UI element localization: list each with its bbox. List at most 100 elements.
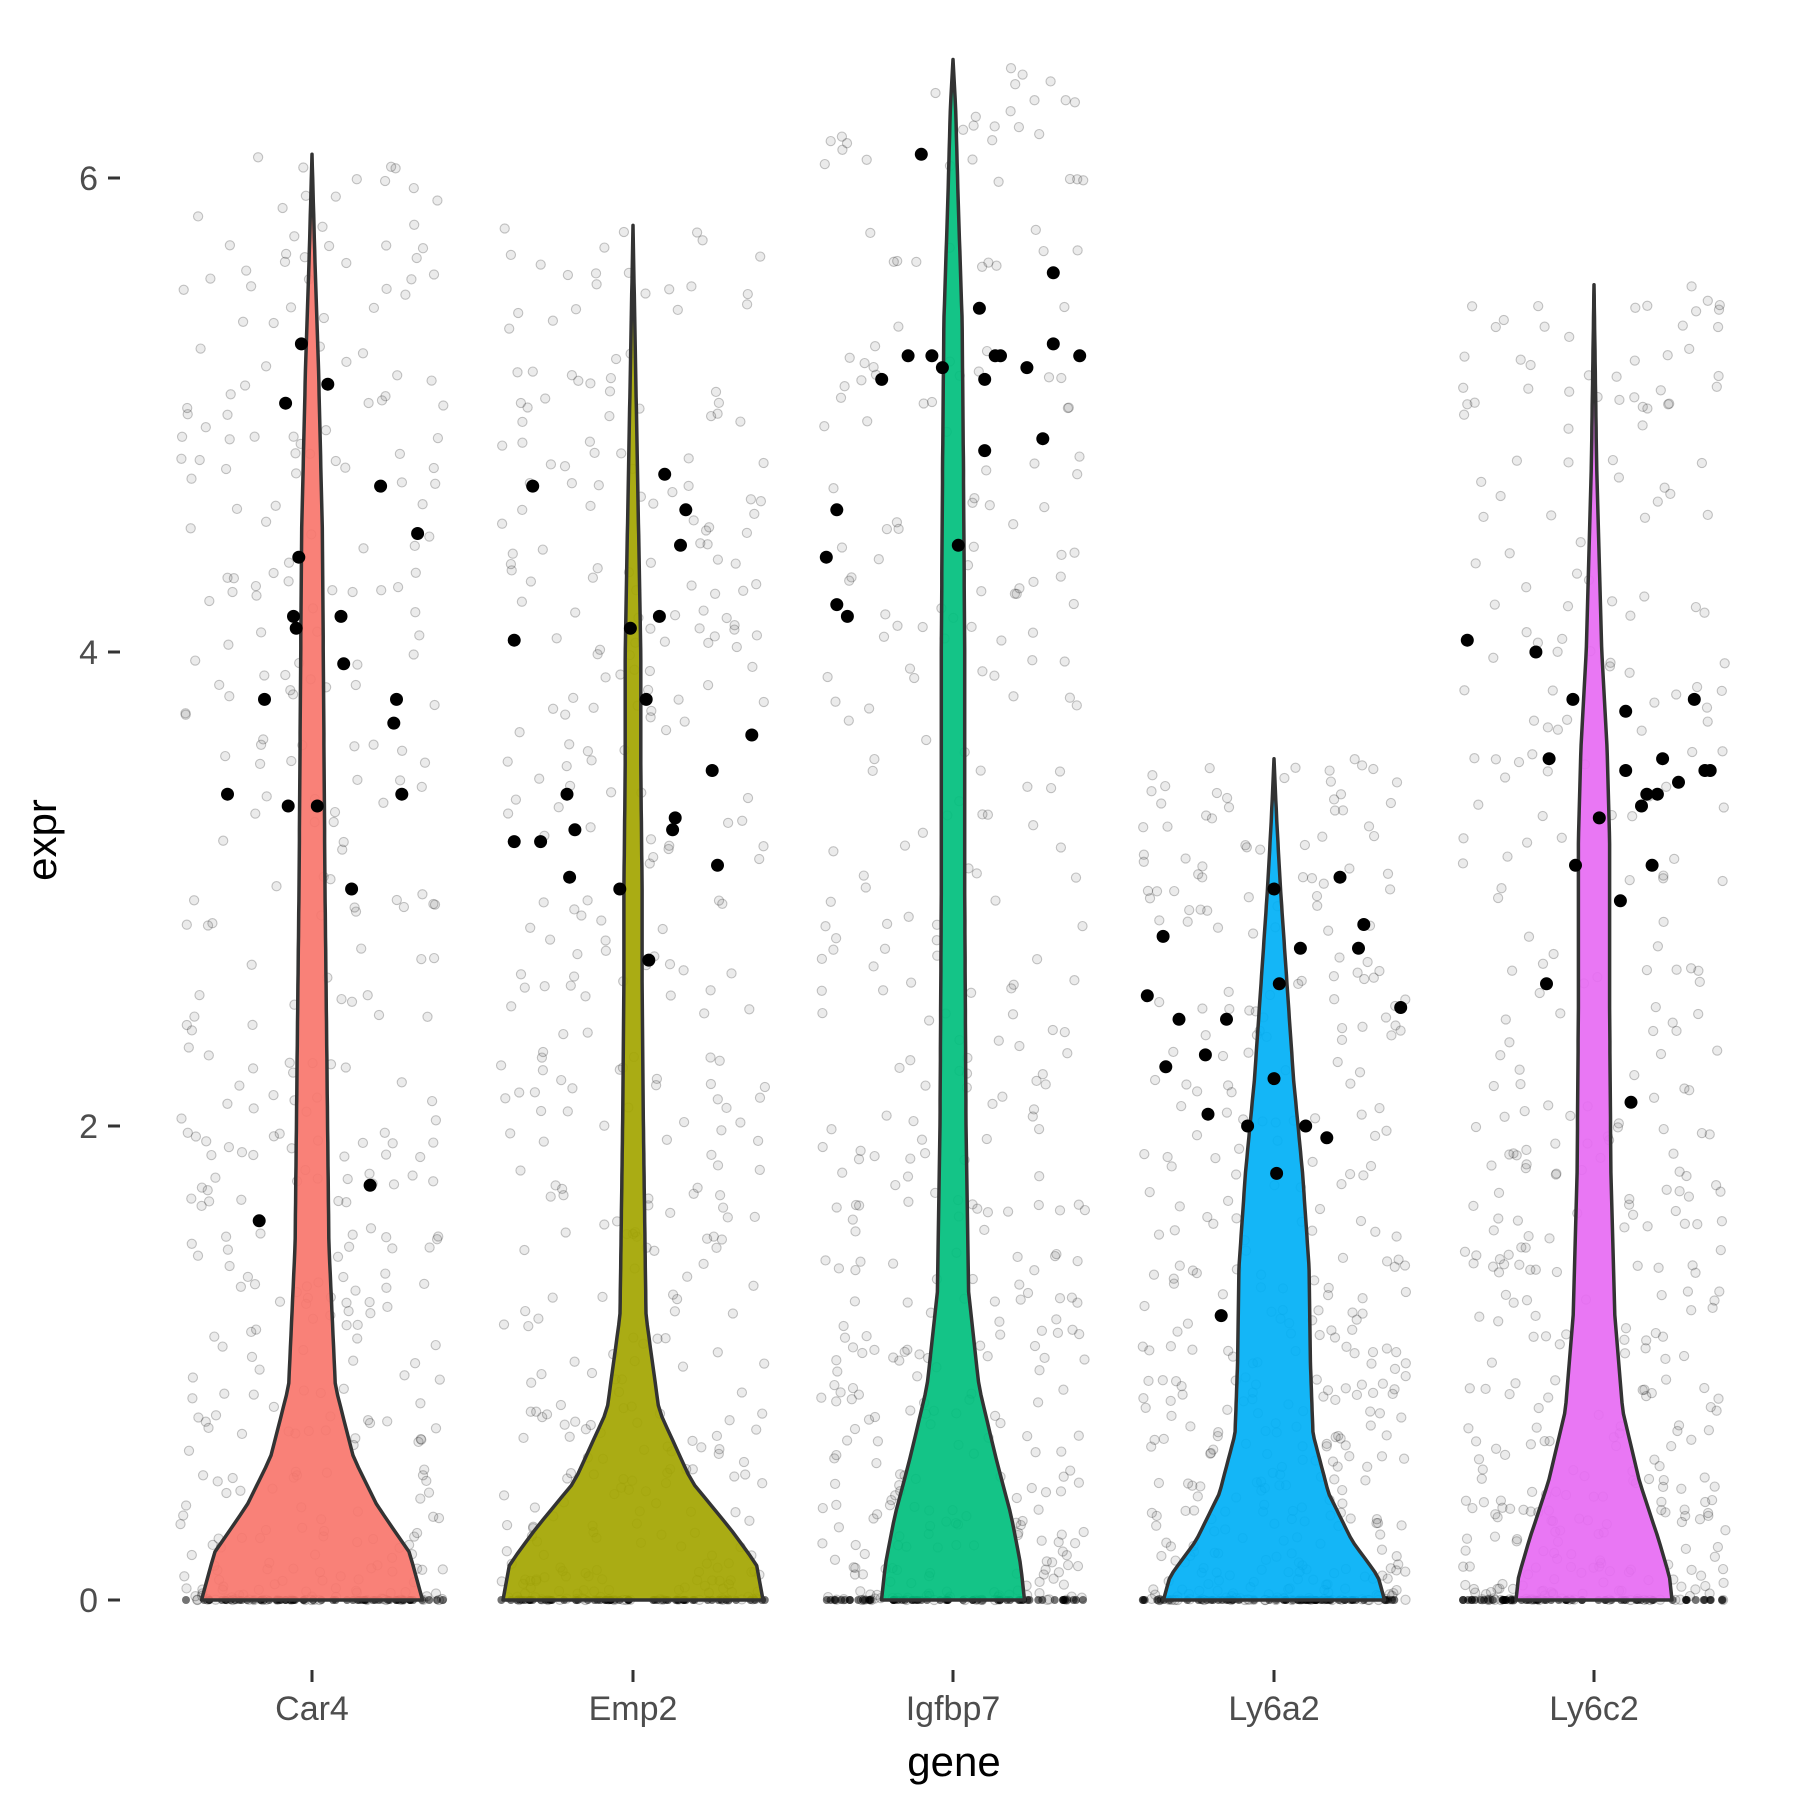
jitter-point [224,434,235,445]
jitter-point [1504,1503,1516,1514]
jitter-point [1368,763,1379,775]
jitter-point [1211,787,1223,799]
jitter-point [1149,1074,1161,1086]
jitter-point [1695,1570,1707,1581]
jitter-point [1213,1427,1224,1438]
jitter-point [323,240,335,252]
jitter-point [1521,1295,1533,1306]
jitter-point [1713,1393,1724,1404]
jitter-point [976,261,988,272]
jitter-point [205,273,216,284]
jitter-point [1079,1354,1090,1365]
highlighted-point [1592,811,1606,825]
jitter-point [559,1419,570,1430]
jitter-point [899,840,911,851]
highlighted-point [1650,787,1664,801]
jitter-point [1306,873,1318,884]
jitter-point [196,1182,208,1193]
jitter-point [618,226,630,238]
jitter-point [1031,954,1043,965]
jitter-point [1670,1205,1681,1217]
jitter-point [987,1098,998,1110]
jitter-point [1661,1184,1672,1195]
jitter-point [592,563,603,574]
jitter-point [971,868,982,879]
jitter-point [991,260,1002,271]
jitter-point [1011,588,1022,600]
jitter-point [430,1423,442,1434]
zero-point [1061,1596,1070,1604]
jitter-point [1027,627,1039,638]
jitter-point [1700,1580,1711,1592]
jitter-point [751,1424,762,1435]
jitter-point [1480,1383,1491,1395]
jitter-point [651,1073,663,1085]
jitter-point [1217,1289,1229,1300]
jitter-point [1154,996,1165,1008]
jitter-point [381,240,392,251]
jitter-point [616,448,627,459]
jitter-point [259,670,270,681]
highlighted-point [668,811,682,825]
jitter-point [1043,372,1055,383]
jitter-point [1664,398,1675,409]
jitter-point [695,538,706,549]
jitter-point [340,1062,351,1073]
jitter-point [902,1171,914,1182]
jitter-point [1543,1100,1554,1111]
jitter-point [1648,1092,1660,1103]
jitter-point [409,540,420,552]
jitter-point [1166,1161,1177,1172]
jitter-point [1336,1178,1347,1190]
highlighted-point [1320,1131,1334,1145]
jitter-point [382,1416,393,1427]
jitter-point [518,1432,529,1444]
jitter-point [1687,746,1698,758]
jitter-point [1691,681,1703,693]
jitter-point [868,361,879,373]
jitter-point [587,572,599,583]
highlighted-point [1703,764,1717,777]
jitter-point [857,1569,869,1580]
jitter-point [1513,756,1525,768]
jitter-point [1511,1536,1522,1547]
jitter-point [1483,1594,1494,1606]
jitter-point [364,1296,375,1308]
jitter-point [1049,1250,1061,1262]
zero-point [854,1596,863,1604]
jitter-point [1034,128,1045,140]
jitter-point [1716,685,1727,697]
jitter-point [585,500,596,512]
jitter-point [1191,1130,1203,1141]
jitter-point [1329,805,1341,816]
jitter-point [545,1191,556,1202]
jitter-point [1138,856,1149,867]
highlighted-point [1241,1119,1255,1133]
jitter-point [868,961,879,972]
jitter-point [1489,1594,1500,1606]
jitter-point [1498,1259,1510,1270]
jitter-point [341,1320,352,1331]
x-tick-label: Car4 [275,1690,349,1728]
jitter-point [1683,1191,1695,1202]
jitter-point [669,1306,681,1317]
jitter-point [829,1554,841,1565]
jitter-point [553,802,564,813]
jitter-point [1044,1594,1055,1605]
jitter-point [1172,1326,1183,1337]
jitter-point [1359,973,1370,985]
jitter-point [828,846,839,857]
jitter-point [745,494,757,505]
jitter-point [513,307,524,319]
jitter-point [381,283,392,295]
jitter-point [855,1586,866,1597]
jitter-point [1470,1587,1481,1598]
jitter-point [1033,1123,1045,1135]
jitter-point [1490,754,1502,765]
highlighted-point [666,823,680,837]
jitter-point [1552,646,1563,657]
jitter-point [660,724,672,736]
jitter-point [1508,1148,1519,1159]
jitter-point [1531,1422,1542,1433]
jitter-point [349,902,360,913]
